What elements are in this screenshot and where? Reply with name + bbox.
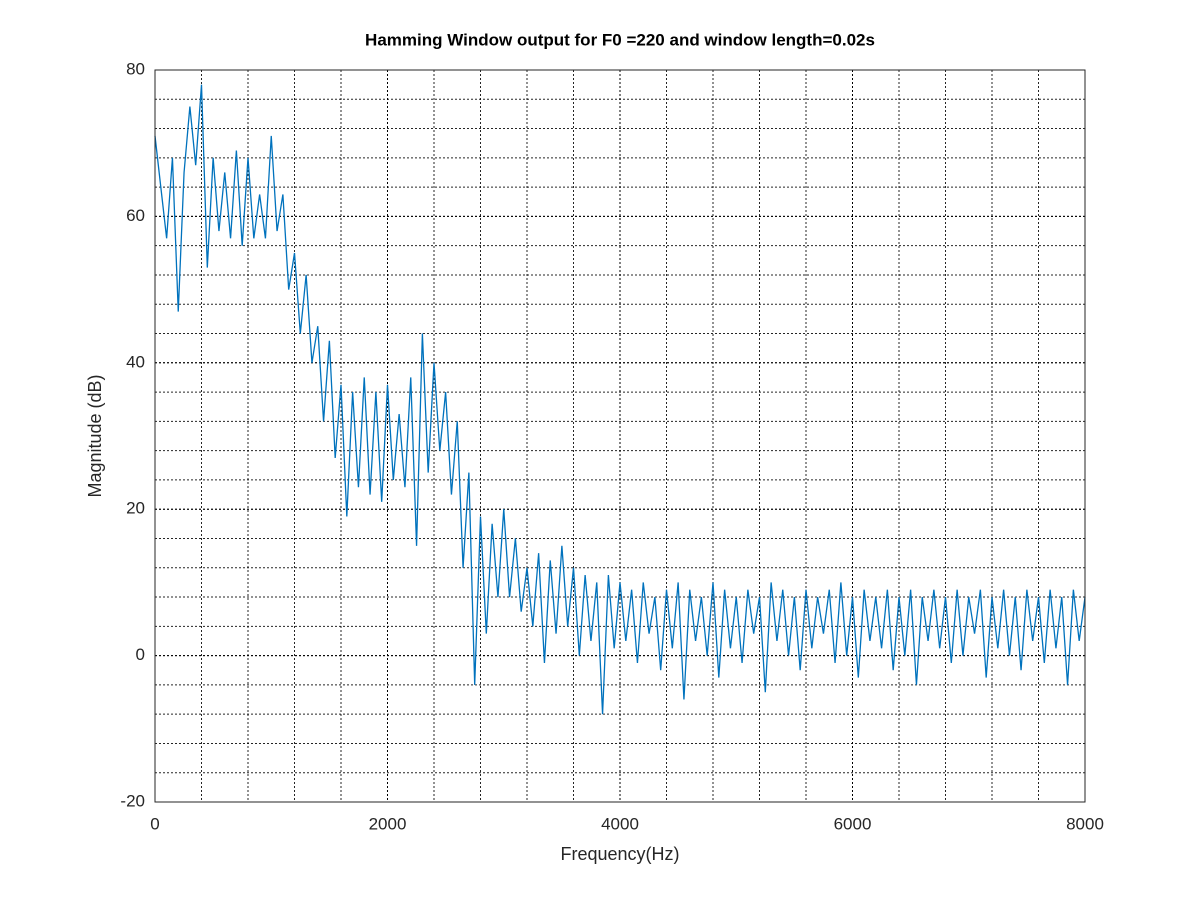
x-axis-label: Frequency(Hz) [560,844,679,864]
y-tick-label: 60 [126,206,145,225]
x-tick-label: 2000 [369,814,407,833]
chart-title: Hamming Window output for F0 =220 and wi… [365,30,875,49]
y-tick-label: -20 [120,791,145,810]
y-axis-label: Magnitude (dB) [85,374,105,497]
data-line [154,84,1086,715]
y-tick-label: 20 [126,499,145,518]
x-tick-label: 8000 [1066,814,1104,833]
y-tick-label: 80 [126,59,145,78]
y-tick-label: 0 [136,645,145,664]
plot-frame [154,69,1086,803]
y-tick-label: 40 [126,352,145,371]
x-tick-label: 6000 [834,814,872,833]
x-tick-label: 0 [150,814,159,833]
x-tick-label: 4000 [601,814,639,833]
